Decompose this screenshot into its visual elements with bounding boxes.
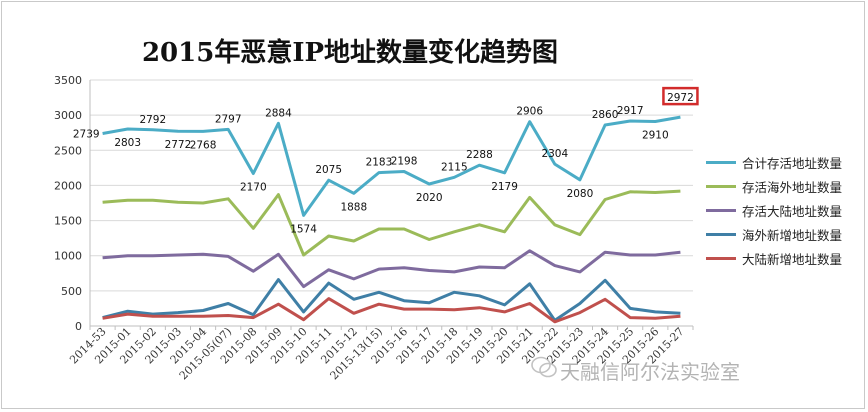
data-label: 2179 [491,181,518,193]
data-label: 1888 [340,201,367,213]
legend-item-1: 存活海外地址数量 [706,174,842,198]
chart-legend: 合计存活地址数量 存活海外地址数量 存活大陆地址数量 海外新增地址数量 大陆新增地址数量 [706,150,842,270]
legend-label: 海外新增地址数量 [742,227,843,243]
data-label: 2972 [667,92,694,104]
data-label: 2768 [190,139,217,151]
legend-label: 合计存活地址数量 [742,155,843,171]
data-label: 2860 [592,109,619,121]
y-tick-label: 3500 [54,74,82,87]
legend-item-4: 大陆新增地址数量 [706,246,842,270]
y-tick-label: 2500 [54,144,82,157]
series-line-2 [102,249,681,289]
legend-swatch [706,208,736,212]
wechat-icon [531,356,557,378]
legend-swatch [706,160,736,164]
data-label: 2797 [215,113,242,125]
series-line-1 [102,189,681,257]
legend-item-0: 合计存活地址数量 [706,150,842,174]
y-tick-label: 3000 [54,109,82,122]
legend-label: 存活海外地址数量 [742,179,843,195]
data-label: 2080 [567,188,594,200]
data-label: 1574 [290,223,317,235]
legend-item-2: 存活大陆地址数量 [706,198,842,222]
legend-swatch [706,184,736,188]
data-label: 2198 [391,156,418,168]
legend-swatch [706,256,736,260]
data-label: 2910 [642,129,669,141]
legend-label: 大陆新增地址数量 [742,251,843,267]
series-line-0 [102,115,681,217]
y-tick-label: 1500 [54,215,82,228]
y-tick-label: 500 [61,285,82,298]
data-label: 2304 [541,148,568,160]
data-label: 2739 [73,128,100,140]
data-label: 2020 [416,192,443,204]
y-tick-label: 0 [75,320,82,333]
data-label: 2075 [315,164,342,176]
data-label: 2917 [617,105,644,117]
watermark-text: 天融信阿尔法实验室 [560,360,740,384]
data-label: 2792 [139,114,166,126]
data-label: 2288 [466,149,493,161]
legend-label: 存活大陆地址数量 [742,203,843,219]
data-label: 2906 [516,106,543,118]
highlight-box [662,86,699,106]
legend-item-3: 海外新增地址数量 [706,222,842,246]
chart-title: 2015年恶意IP地址数量变化趋势图 [141,38,559,68]
data-label: 2170 [240,181,267,193]
y-tick-label: 1000 [54,250,82,263]
data-label: 2772 [165,139,192,151]
data-label: 2115 [441,161,468,173]
y-tick-label: 2000 [54,179,82,192]
data-label: 2803 [114,137,141,149]
legend-swatch [706,232,736,236]
series-line-4 [102,297,681,324]
series-line-3 [102,278,681,322]
data-label: 2183 [366,157,393,169]
data-label: 2884 [265,107,292,119]
